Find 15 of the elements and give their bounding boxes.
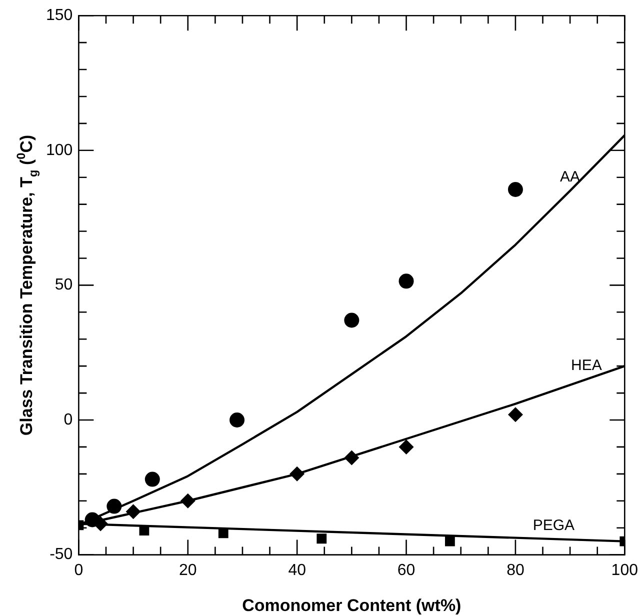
y-tick-label: 50 (54, 276, 73, 294)
annotation: HEA (571, 356, 602, 374)
x-axis-title: Comonomer Content (wt%) (242, 596, 462, 615)
x-tick-label: 40 (288, 562, 306, 579)
x-tick-label: 60 (397, 562, 416, 579)
y-tick-label: 100 (46, 142, 73, 159)
x-tick-label: 20 (178, 562, 197, 579)
y-tick-label: 150 (46, 7, 73, 24)
y-axis-title: Glass Transition Temperature, Tg (0C) (14, 134, 40, 436)
x-tick-label: 80 (506, 562, 524, 579)
y-tick-label: 0 (64, 411, 73, 428)
annotation: AA (560, 168, 580, 186)
x-tick-label: 100 (611, 562, 638, 579)
annotation: PEGA (532, 516, 575, 534)
y-tick-label: -50 (50, 546, 73, 564)
